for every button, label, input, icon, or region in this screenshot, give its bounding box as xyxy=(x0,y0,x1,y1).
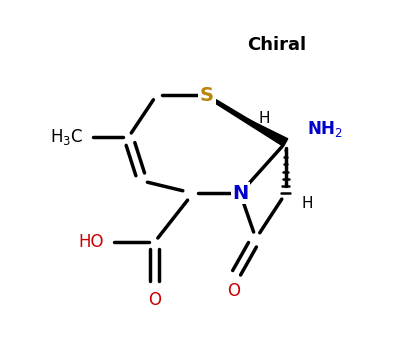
Text: N: N xyxy=(232,184,248,203)
Text: O: O xyxy=(148,291,161,309)
Text: H: H xyxy=(301,196,313,211)
Text: Chiral: Chiral xyxy=(247,36,306,54)
Text: NH$_2$: NH$_2$ xyxy=(306,119,342,138)
Text: HO: HO xyxy=(78,233,104,251)
Text: H: H xyxy=(259,111,270,126)
Text: H$_3$C: H$_3$C xyxy=(50,127,83,147)
Polygon shape xyxy=(214,102,288,146)
Text: S: S xyxy=(200,86,214,105)
Text: O: O xyxy=(227,282,240,300)
